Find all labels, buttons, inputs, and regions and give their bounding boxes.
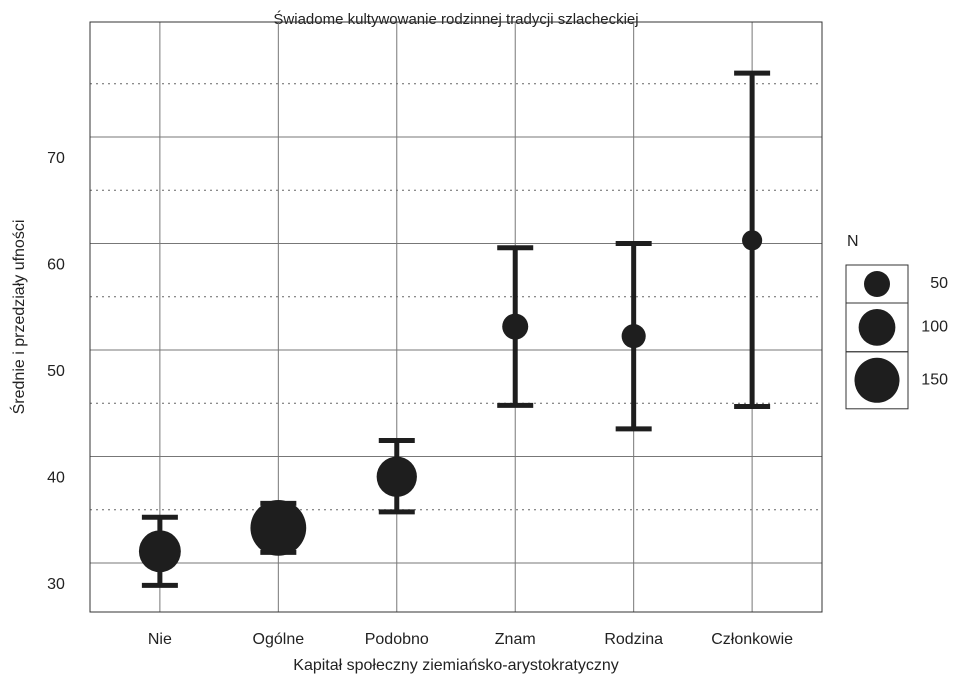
x-tick-label: Członkowie bbox=[711, 631, 793, 648]
y-tick-label: 60 bbox=[47, 257, 65, 274]
plot-frame bbox=[89, 21, 823, 613]
mean-marker bbox=[250, 499, 307, 556]
mean-marker bbox=[376, 456, 417, 497]
x-axis-label: Kapitał społeczny ziemiańsko-arystokraty… bbox=[293, 657, 618, 674]
legend-label: 150 bbox=[921, 372, 948, 389]
mean-marker bbox=[742, 230, 763, 251]
x-tick-label: Nie bbox=[148, 631, 172, 648]
legend-label: 100 bbox=[921, 319, 948, 336]
x-tick-label: Ogólne bbox=[253, 631, 305, 648]
x-tick-label: Znam bbox=[495, 631, 536, 648]
mean-marker bbox=[138, 530, 181, 573]
x-tick-label: Podobno bbox=[365, 631, 429, 648]
chart-title: Świadome kultywowanie rodzinnej tradycji… bbox=[273, 10, 638, 28]
legend-box bbox=[845, 351, 909, 410]
legend-marker bbox=[858, 309, 896, 346]
y-tick-label: 70 bbox=[47, 150, 65, 167]
legend-label: 50 bbox=[930, 275, 948, 292]
y-tick-label: 50 bbox=[47, 363, 65, 380]
legend-title: N bbox=[847, 233, 859, 250]
legend-marker bbox=[864, 271, 890, 297]
mean-marker bbox=[621, 324, 646, 349]
mean-marker bbox=[502, 313, 529, 340]
y-tick-label: 30 bbox=[47, 576, 65, 593]
y-axis-label: Średnie i przedziały ufności bbox=[9, 220, 28, 415]
y-tick-label: 40 bbox=[47, 470, 65, 487]
x-tick-label: Rodzina bbox=[604, 631, 663, 648]
legend-marker bbox=[854, 357, 900, 403]
